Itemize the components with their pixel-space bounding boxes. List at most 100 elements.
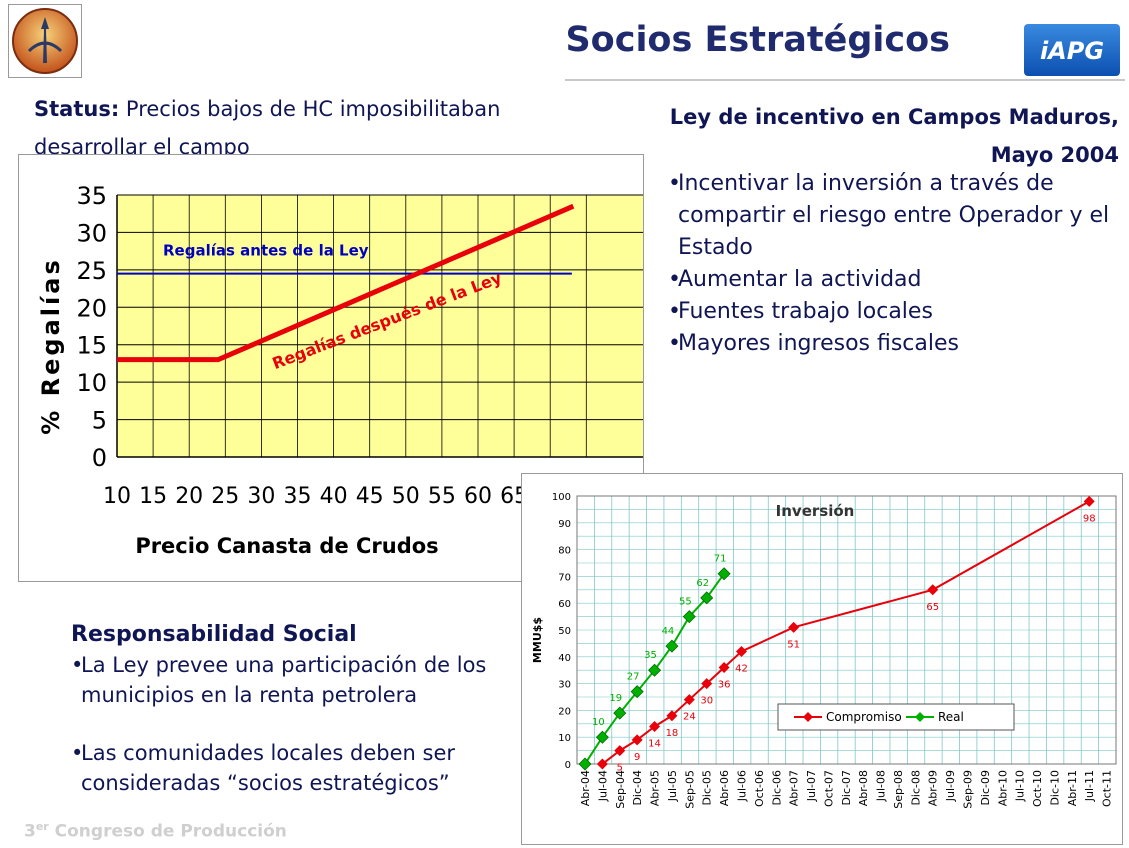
data-label-real: 71	[714, 554, 727, 565]
x-tick-label: Dic-06	[770, 770, 783, 806]
x-tick-label: Sep-08	[892, 770, 905, 809]
plot-border	[576, 495, 1117, 765]
x-tick-label: 60	[464, 484, 492, 509]
x-tick-label: Abr-06	[718, 770, 731, 806]
data-point-compromiso	[735, 645, 747, 657]
x-tick-label: Jul-08	[875, 770, 888, 802]
data-point-real	[682, 610, 696, 624]
x-tick-label: Dic-07	[840, 770, 853, 806]
social-block: Responsabilidad Social La Ley prevee una…	[71, 620, 531, 798]
inversion-chart: 0 10 20 30 40 50 60 70 80 90 100 MMU$$ Abr-04 Jul-04 S…	[521, 473, 1123, 845]
svg-text:iAPG: iAPG	[1040, 37, 1104, 65]
data-point-compromiso	[1083, 495, 1095, 507]
data-label-compromiso: 65	[926, 602, 939, 613]
data-label-compromiso: 24	[683, 712, 696, 723]
x-tick-label: 15	[139, 484, 167, 509]
inversion-chart-svg: 0 10 20 30 40 50 60 70 80 90 100 MMU$$ Abr-04 Jul-04 S…	[531, 492, 1117, 809]
data-point-compromiso	[614, 745, 626, 757]
x-tick-label: Oct-07	[822, 770, 835, 807]
legend-label: Real	[938, 710, 964, 724]
x-tick-label: Jul-10	[1014, 770, 1027, 802]
x-tick-label: Jul-07	[805, 770, 818, 802]
data-point-compromiso	[788, 621, 800, 633]
x-tick-label: Sep-05	[683, 770, 696, 809]
ley-bullet: Incentivar la inversión a través de comp…	[668, 168, 1118, 264]
y-tick-label: 25	[76, 257, 107, 285]
status-text-line1: Precios bajos de HC imposibilitaban	[125, 97, 501, 121]
legend-label: Compromiso	[826, 710, 902, 724]
ley-bullet: Mayores ingresos fiscales	[668, 328, 1118, 360]
chart-title: Inversión	[776, 502, 855, 520]
y-tick-label: 10	[76, 369, 107, 397]
data-label-compromiso: 51	[787, 639, 800, 650]
data-label-real: 35	[644, 650, 657, 661]
y-tick-label: 0	[92, 444, 107, 472]
data-label-compromiso: 42	[735, 663, 748, 674]
data-label-real: 10	[592, 717, 605, 728]
data-point-real	[630, 685, 644, 699]
y-axis-title: MMU$$	[531, 617, 544, 663]
data-point-real	[700, 591, 714, 605]
x-tick-label: Sep-09	[962, 770, 975, 809]
x-tick-label: 30	[247, 484, 275, 509]
data-label-compromiso: 30	[700, 696, 713, 707]
data-label-real: 55	[679, 597, 692, 608]
plot-area	[117, 195, 643, 457]
ley-title-line1: Ley de incentivo en Campos Maduros,	[669, 105, 1119, 129]
y-tick-label: 70	[558, 572, 571, 583]
data-label-real: 19	[609, 693, 622, 704]
x-tick-label: Abr-09	[927, 770, 940, 806]
x-tick-label: Dic-10	[1048, 770, 1061, 806]
data-point-real	[665, 639, 679, 653]
y-tick-label: 0	[565, 760, 571, 771]
data-label-real: 27	[627, 672, 640, 683]
data-label-compromiso: 5	[617, 763, 623, 774]
y-tick-label: 5	[92, 407, 107, 435]
data-point-real	[717, 567, 731, 581]
x-tick-label: Jul-11	[1083, 770, 1096, 802]
x-tick-label: Jul-05	[666, 770, 679, 802]
y-tick-label: 40	[558, 653, 571, 664]
data-point-compromiso	[631, 734, 643, 746]
legend-marker	[803, 712, 813, 722]
y-tick-label: 100	[552, 492, 571, 503]
footer-congress: 3er Congreso de Producción	[24, 820, 287, 842]
x-tick-label: Dic-04	[631, 770, 644, 806]
footer-ordinal: 3	[24, 821, 36, 842]
y-tick-label: 20	[76, 294, 107, 322]
social-bullet: Las comunidades locales deben ser consid…	[71, 738, 531, 798]
x-tick-label: 50	[392, 484, 420, 509]
data-point-compromiso	[718, 662, 730, 674]
data-label-real: 62	[696, 578, 709, 589]
data-label-compromiso: 18	[666, 728, 679, 739]
data-point-compromiso	[666, 710, 678, 722]
title-divider	[565, 79, 1125, 81]
x-tick-label: 40	[320, 484, 348, 509]
x-tick-label: Oct-06	[753, 770, 766, 807]
y-tick-label: 90	[558, 519, 571, 530]
data-label-compromiso: 98	[1083, 513, 1096, 524]
data-label-compromiso: 36	[718, 680, 731, 691]
x-tick-label: Sep-04	[614, 770, 627, 809]
y-tick-label: 30	[558, 680, 571, 691]
x-tick-label: 25	[211, 484, 239, 509]
data-label-compromiso: 14	[648, 738, 661, 749]
ley-bullet: Aumentar la actividad	[668, 264, 1118, 296]
x-axis-title: Precio Canasta de Crudos	[135, 534, 438, 558]
series-antes-label: Regalías antes de la Ley	[163, 242, 369, 260]
y-tick-label: 30	[76, 219, 107, 247]
x-tick-label: Abr-11	[1066, 770, 1079, 806]
ley-bullet-list: Incentivar la inversión a través de comp…	[668, 168, 1118, 360]
y-tick-label: 20	[558, 706, 571, 717]
footer-text: Congreso de Producción	[54, 821, 287, 842]
social-title: Responsabilidad Social	[71, 622, 357, 647]
flame-tower-logo-icon	[12, 8, 78, 74]
company-logo	[8, 4, 82, 78]
iapg-logo: iAPG	[1024, 24, 1120, 76]
x-tick-label: Abr-05	[649, 770, 662, 806]
page-title: Socios Estratégicos	[565, 20, 950, 60]
social-bullet: La Ley prevee una participación de los m…	[71, 650, 531, 710]
x-tick-label: Dic-09	[979, 770, 992, 806]
x-tick-label: Jul-06	[735, 770, 748, 802]
